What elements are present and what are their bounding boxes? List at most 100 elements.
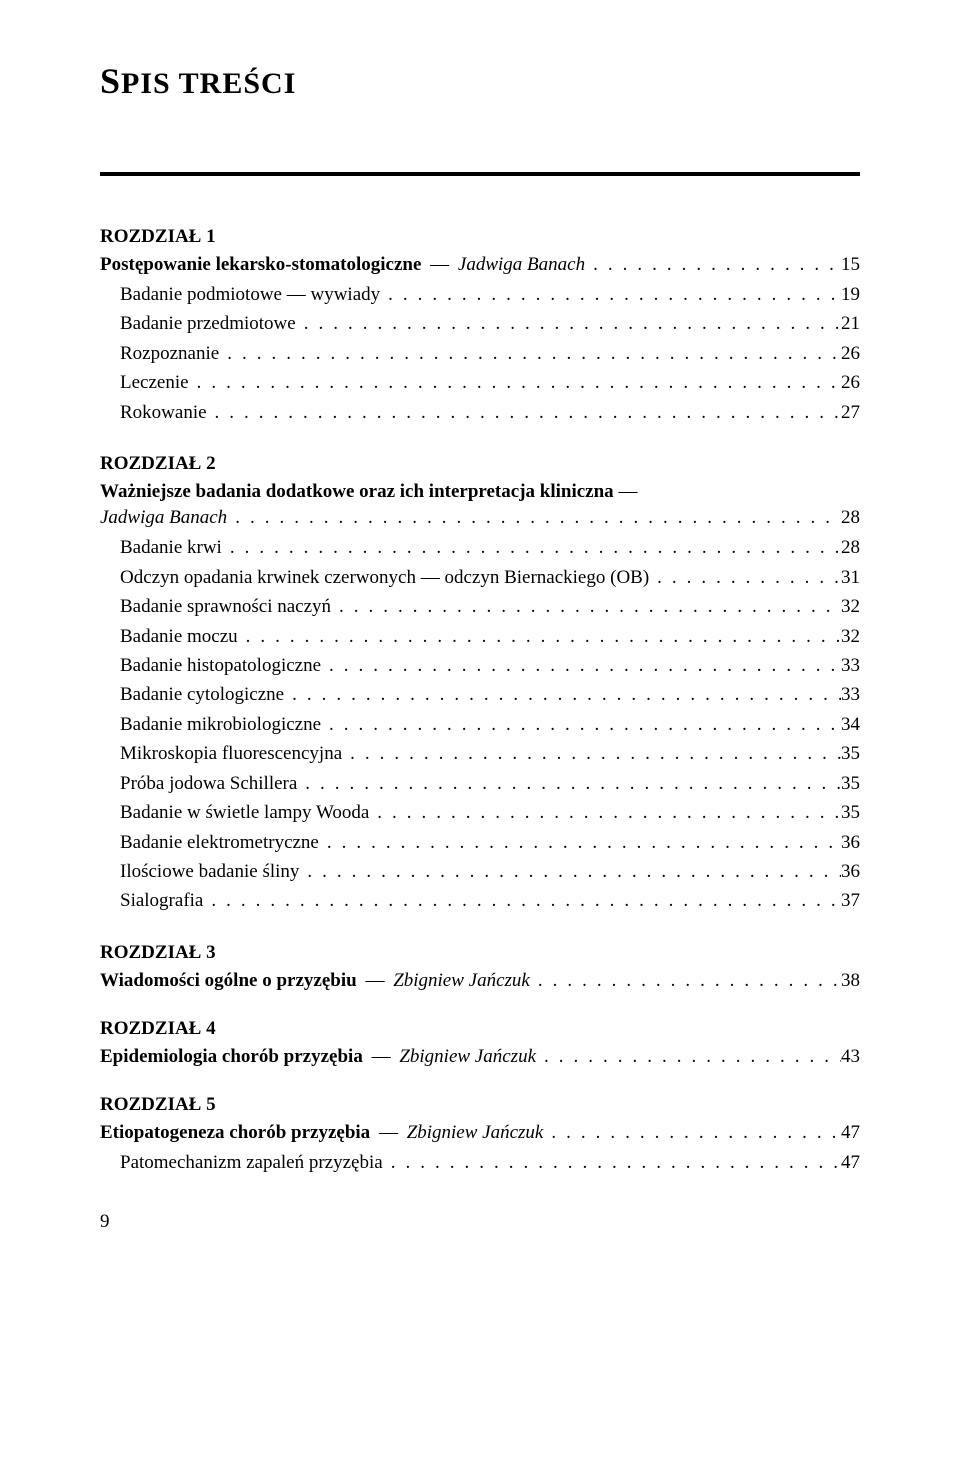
chapter-heading: ROZDZIAŁ 5 (100, 1094, 860, 1116)
chapter-title-row: Etiopatogeneza chorób przyzębia — Zbigni… (100, 1122, 860, 1144)
chapter-title-bold: Etiopatogeneza chorób przyzębia (100, 1122, 370, 1143)
dash-separator: — (368, 1046, 395, 1067)
chapter-title-italic: Zbigniew Jańczuk (393, 970, 530, 991)
page-ref: 37 (841, 886, 860, 915)
toc-entry-label: Badanie moczu (120, 622, 238, 651)
page-ref: 36 (841, 857, 860, 886)
page-ref: 28 (841, 533, 860, 562)
toc-entry-label: Badanie krwi (120, 533, 222, 562)
page-ref: 38 (841, 970, 860, 992)
dot-leader: ........................................… (189, 368, 841, 397)
page-title: SPIS TREŚCI (100, 60, 860, 102)
dot-leader: ........................................… (319, 828, 841, 857)
toc-entry: Leczenie................................… (100, 368, 860, 397)
chapter-title-row: Wiadomości ogólne o przyzębiu — Zbigniew… (100, 970, 860, 992)
toc-entry: Badanie moczu...........................… (100, 622, 860, 651)
page-ref: 28 (841, 507, 860, 529)
toc-entry: Próba jodowa Schillera..................… (100, 769, 860, 798)
chapter-heading: ROZDZIAŁ 3 (100, 942, 860, 964)
dot-leader: ........................................… (342, 739, 841, 768)
toc-entry-label: Rokowanie (120, 398, 207, 427)
dash-separator: — (375, 1122, 402, 1143)
page-ref: 31 (841, 563, 860, 592)
dot-leader: ........................................… (369, 798, 841, 827)
dash-separator: — (361, 970, 388, 991)
dot-leader: ........................................… (299, 857, 841, 886)
toc-entry-label: Rozpoznanie (120, 339, 219, 368)
toc-entry-label: Badanie mikrobiologiczne (120, 710, 321, 739)
title-first-letter: S (100, 61, 121, 101)
chapter-author-label: Jadwiga Banach (100, 507, 227, 529)
chapter-title-label: Etiopatogeneza chorób przyzębia — Zbigni… (100, 1122, 543, 1144)
toc-entry: Badanie mikrobiologiczne................… (100, 710, 860, 739)
page-ref: 47 (841, 1148, 860, 1177)
toc-entry: Odczyn opadania krwinek czerwonych — odc… (100, 563, 860, 592)
page-ref: 35 (841, 769, 860, 798)
toc-entry: Badanie krwi............................… (100, 533, 860, 562)
page-ref: 32 (841, 592, 860, 621)
dot-leader: ........................................… (203, 886, 841, 915)
toc-entry: Patomechanizm zapaleń przyzębia.........… (100, 1148, 860, 1177)
chapter-title-bold: Epidemiologia chorób przyzębia (100, 1046, 363, 1067)
page-ref: 47 (841, 1122, 860, 1144)
table-of-contents: ROZDZIAŁ 1 Postępowanie lekarsko-stomatol… (100, 226, 860, 1177)
page-ref: 27 (841, 398, 860, 427)
toc-entry-label: Sialografia (120, 886, 203, 915)
chapter-title-italic: Jadwiga Banach (100, 507, 227, 528)
page-ref: 21 (841, 309, 860, 338)
dot-leader: ........................................… (297, 769, 841, 798)
dot-leader: ........................................… (380, 280, 841, 309)
page-ref: 35 (841, 798, 860, 827)
toc-entry: Badanie sprawności naczyń...............… (100, 592, 860, 621)
chapter-title-row: Epidemiologia chorób przyzębia — Zbignie… (100, 1046, 860, 1068)
toc-entry-label: Leczenie (120, 368, 189, 397)
title-rest: PIS TREŚCI (121, 67, 296, 100)
page-ref: 26 (841, 368, 860, 397)
page-ref: 36 (841, 828, 860, 857)
dash-separator: — (614, 481, 638, 502)
dot-leader: ........................................… (383, 1148, 841, 1177)
toc-entry-label: Odczyn opadania krwinek czerwonych — odc… (120, 563, 649, 592)
chapter-title-italic: Zbigniew Jańczuk (399, 1046, 536, 1067)
toc-entry: Badanie histopatologiczne...............… (100, 651, 860, 680)
chapter-heading: ROZDZIAŁ 1 (100, 226, 860, 248)
page-ref: 26 (841, 339, 860, 368)
page-ref: 35 (841, 739, 860, 768)
dot-leader: ........................................… (543, 1122, 841, 1144)
toc-entry: Rokowanie...............................… (100, 398, 860, 427)
dot-leader: ........................................… (238, 622, 841, 651)
chapter-heading: ROZDZIAŁ 4 (100, 1018, 860, 1040)
toc-entry-label: Mikroskopia fluorescencyjna (120, 739, 342, 768)
dot-leader: ........................................… (284, 680, 841, 709)
dot-leader: ........................................… (219, 339, 841, 368)
page-ref: 33 (841, 680, 860, 709)
toc-entry: Sialografia.............................… (100, 886, 860, 915)
page-number: 9 (100, 1211, 860, 1233)
toc-entry-label: Badanie histopatologiczne (120, 651, 321, 680)
dot-leader: ........................................… (585, 254, 841, 276)
chapter-title-label: Postępowanie lekarsko-stomatologiczne — … (100, 254, 585, 276)
dot-leader: ........................................… (222, 533, 841, 562)
chapter-title-bold: Wiadomości ogólne o przyzębiu (100, 970, 357, 991)
dot-leader: ........................................… (321, 651, 841, 680)
page-ref: 43 (841, 1046, 860, 1068)
toc-entry-label: Badanie w świetle lampy Wooda (120, 798, 369, 827)
chapter-title-label: Epidemiologia chorób przyzębia — Zbignie… (100, 1046, 536, 1068)
dot-leader: ........................................… (296, 309, 841, 338)
toc-entry: Badanie podmiotowe — wywiady............… (100, 280, 860, 309)
dot-leader: ........................................… (207, 398, 841, 427)
toc-entry: Badanie cytologiczne....................… (100, 680, 860, 709)
page-ref: 19 (841, 280, 860, 309)
chapter-title-row: Jadwiga Banach..........................… (100, 507, 860, 529)
toc-entry: Rozpoznanie.............................… (100, 339, 860, 368)
horizontal-rule (100, 172, 860, 176)
dot-leader: ........................................… (536, 1046, 841, 1068)
page-ref: 34 (841, 710, 860, 739)
chapter-title-bold: Ważniejsze badania dodatkowe oraz ich in… (100, 481, 614, 502)
toc-entry-label: Ilościowe badanie śliny (120, 857, 299, 886)
page-ref: 33 (841, 651, 860, 680)
toc-entry-label: Badanie przedmiotowe (120, 309, 296, 338)
toc-entry-label: Badanie sprawności naczyń (120, 592, 331, 621)
page-ref: 32 (841, 622, 860, 651)
toc-entry: Badanie przedmiotowe....................… (100, 309, 860, 338)
